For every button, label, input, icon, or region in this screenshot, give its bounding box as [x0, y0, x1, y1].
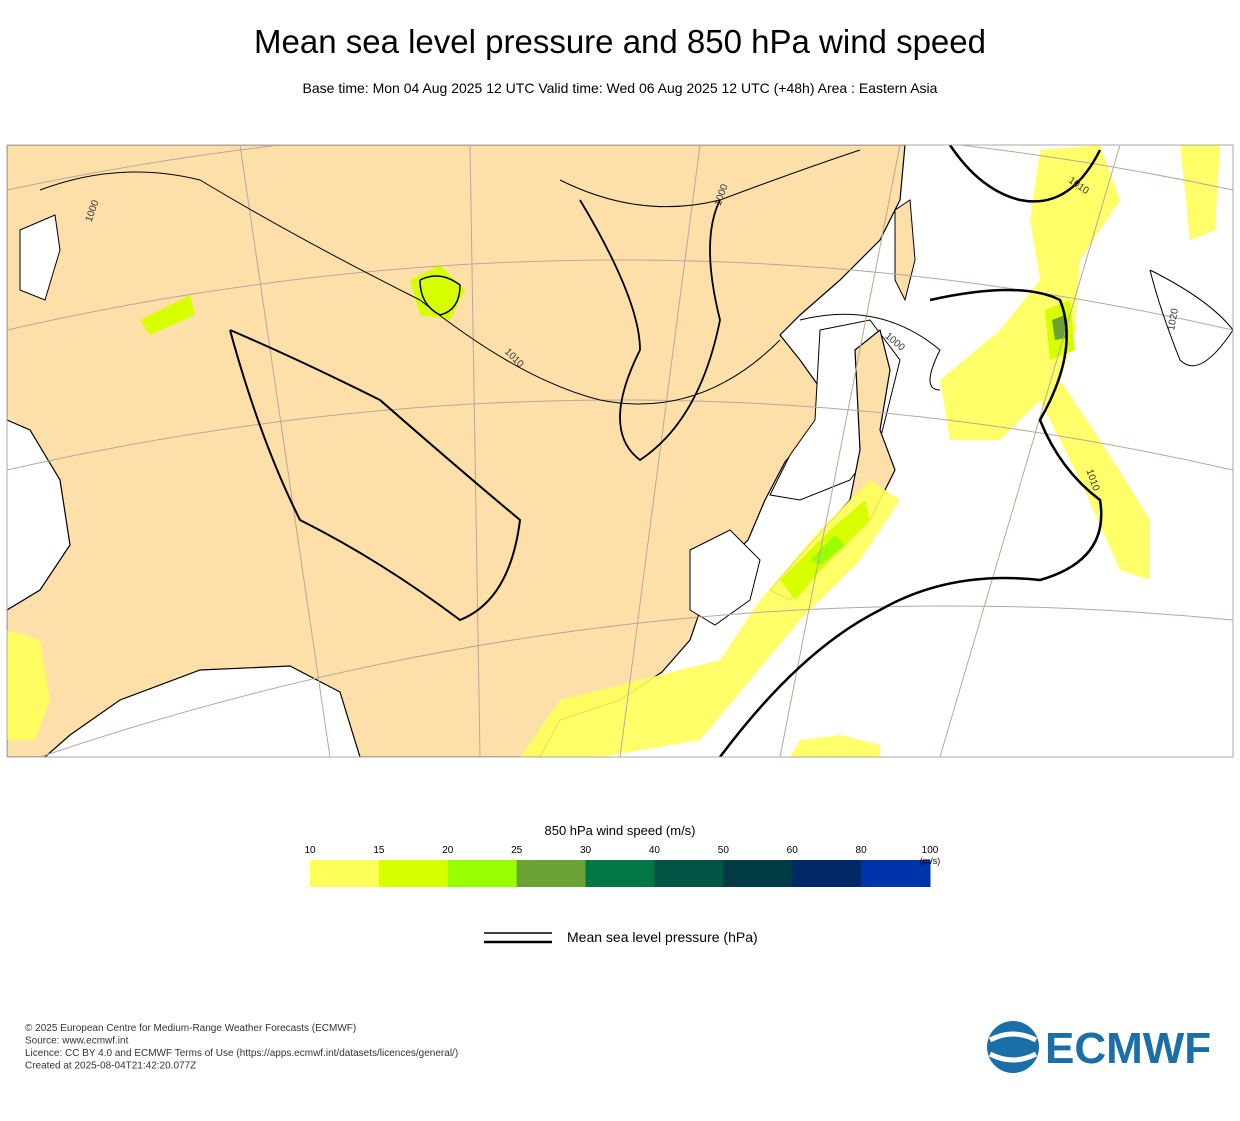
wind-patch [940, 145, 1150, 580]
colorbar-tick-label: 100 [922, 845, 939, 856]
colorbar-bin [516, 860, 587, 887]
logo-text: ECMWF [1045, 1024, 1211, 1073]
colorbar-bin [310, 860, 380, 887]
wind-patch [1052, 315, 1066, 340]
footer: © 2025 European Centre for Medium-Range … [25, 1023, 458, 1072]
colorbar-tick-label: 40 [649, 845, 661, 856]
wind-patch [140, 295, 195, 335]
footer-line: © 2025 European Centre for Medium-Range … [25, 1023, 356, 1034]
colorbar-unit: (m/s) [920, 856, 941, 866]
colorbar-bin [447, 860, 518, 887]
colorbar-tick-label: 25 [511, 845, 523, 856]
contour-label: 1020 [1166, 307, 1181, 331]
wind-patch [790, 735, 880, 757]
colorbar-tick-label: 15 [373, 845, 385, 856]
colorbar-tick-label: 50 [718, 845, 730, 856]
wind-patch [520, 480, 900, 757]
wind-patch [7, 630, 50, 740]
colorbar-bin [792, 860, 862, 887]
colorbar-bin [723, 860, 793, 887]
colorbar: 10 15 20 25 30 40 50 60 80 100(m/s) [304, 845, 940, 887]
logo-icon [987, 1021, 1039, 1073]
colorbar-bin [378, 860, 449, 887]
footer-line: Created at 2025-08-04T21:42:20.077Z [25, 1061, 196, 1072]
legend-label: Mean sea level pressure (hPa) [567, 929, 758, 945]
colorbar-bin [654, 860, 724, 887]
colorbar-tick-label: 10 [304, 845, 316, 856]
colorbar-bin [585, 860, 655, 887]
logo: ECMWF [987, 1021, 1211, 1073]
title: Mean sea level pressure and 850 hPa wind… [254, 23, 986, 60]
colorbar-tick-label: 30 [580, 845, 592, 856]
isobars [39, 145, 1233, 757]
caspian [19, 214, 61, 301]
yellow-sea [689, 529, 761, 626]
colorbar-tick-label: 80 [856, 845, 868, 856]
colorbar-title: 850 hPa wind speed (m/s) [544, 823, 695, 838]
colorbar-tick-label: 60 [787, 845, 799, 856]
colorbar-tick-label: 20 [442, 845, 454, 856]
map-frame [6, 144, 1234, 758]
colorbar-bin [861, 860, 931, 887]
wind-patch [1180, 145, 1220, 240]
footer-line: Source: www.ecmwf.int [25, 1036, 129, 1047]
subtitle: Base time: Mon 04 Aug 2025 12 UTC Valid … [303, 80, 938, 96]
graticule [7, 145, 1233, 757]
footer-line: Licence: CC BY 4.0 and ECMWF Terms of Us… [25, 1048, 458, 1059]
